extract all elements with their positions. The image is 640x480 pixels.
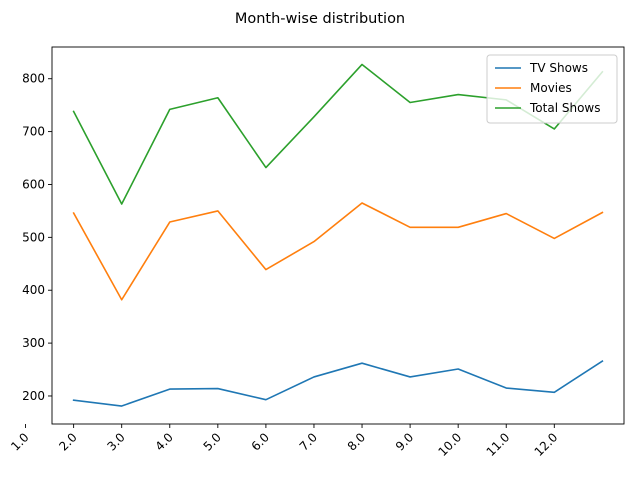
y-tick-label: 700 <box>22 125 45 139</box>
y-tick-label: 800 <box>22 72 45 86</box>
x-tick-label: 4.0 <box>152 430 175 453</box>
x-tick-label: 10.0 <box>435 430 464 459</box>
x-tick-label: 3.0 <box>104 430 127 453</box>
legend-box <box>486 54 618 124</box>
x-tick-label: 7.0 <box>297 430 320 453</box>
legend-label: TV Shows <box>529 61 588 75</box>
x-tick-label: 6.0 <box>249 430 272 453</box>
y-tick-label: 600 <box>22 177 45 191</box>
chart-title: Month-wise distribution <box>235 11 405 27</box>
y-tick-label: 500 <box>22 230 45 244</box>
x-tick-label: 5.0 <box>201 430 224 453</box>
x-tick-label: 2.0 <box>56 430 79 453</box>
x-tick-label: 12.0 <box>532 430 561 459</box>
series-line-tv-shows <box>72 359 604 407</box>
legend-label: Total Shows <box>529 101 600 115</box>
series-line-movies <box>72 202 604 301</box>
axes-frame <box>51 46 625 425</box>
y-tick-label: 400 <box>22 283 45 297</box>
y-tick-label: 200 <box>22 389 45 403</box>
legend-label: Movies <box>530 81 572 95</box>
y-tick-label: 300 <box>22 336 45 350</box>
x-tick-label: 11.0 <box>484 430 513 459</box>
x-tick-label: 1.0 <box>8 430 31 453</box>
legend: TV Shows Movies Total Shows <box>486 54 618 124</box>
x-tick-label: 9.0 <box>393 430 416 453</box>
x-tick-label: 8.0 <box>345 430 368 453</box>
